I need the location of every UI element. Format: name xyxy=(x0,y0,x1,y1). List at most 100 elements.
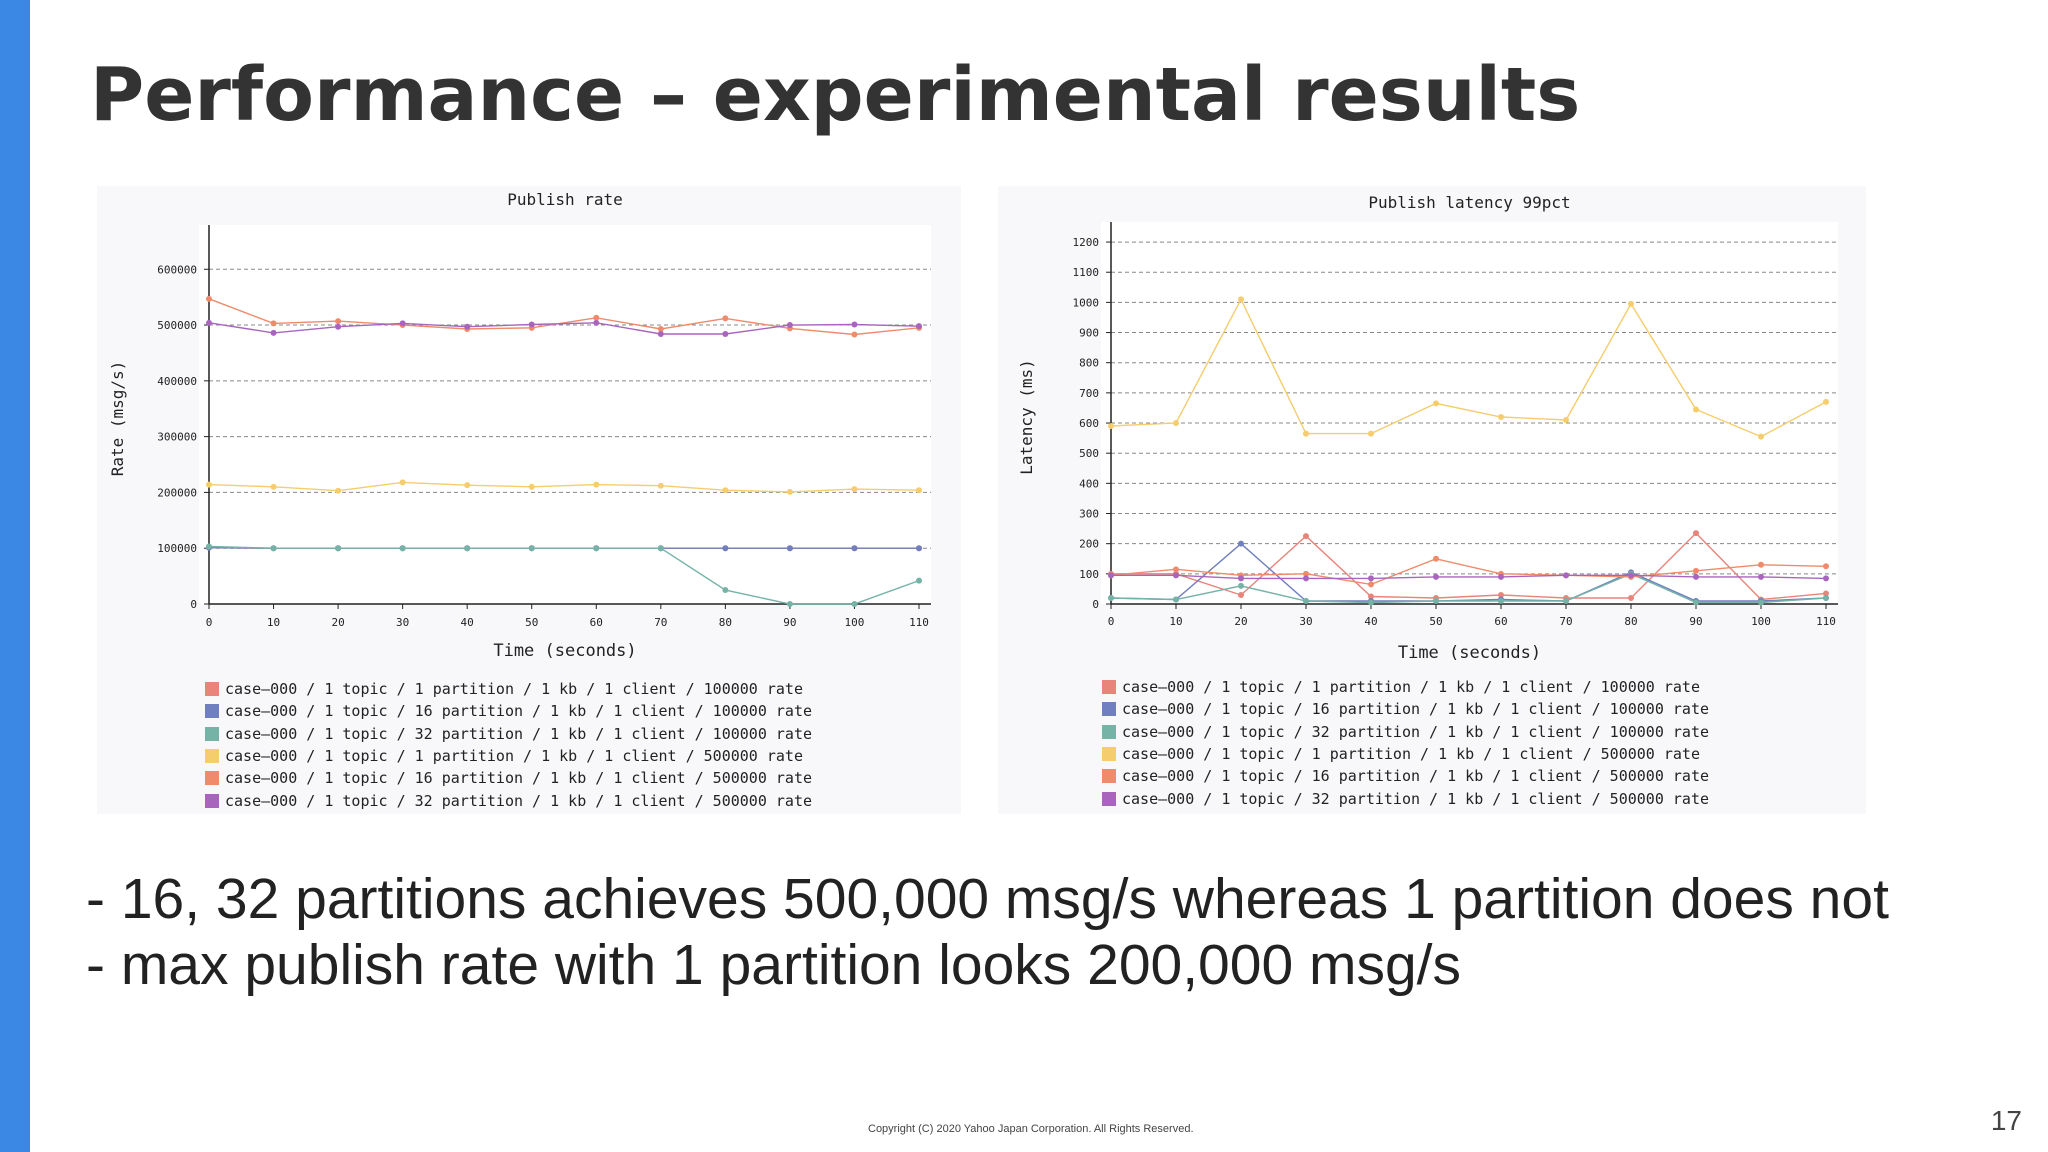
publish-rate-chart: Publish rate 0 100000 200000 300000 400000 500… xyxy=(97,186,961,814)
data-point xyxy=(1628,300,1634,307)
data-point xyxy=(335,323,342,330)
data-point xyxy=(593,481,600,488)
data-point xyxy=(1173,420,1179,427)
x-tick-label: 40 xyxy=(461,616,474,629)
data-point xyxy=(786,545,793,552)
legend-label: case–000 / 1 topic / 1 partition / 1 kb … xyxy=(225,747,803,766)
data-point xyxy=(1173,572,1179,579)
x-tick-label: 90 xyxy=(783,616,796,629)
legend-swatch xyxy=(205,749,219,764)
legend-swatch xyxy=(1102,791,1116,806)
data-point xyxy=(206,319,212,326)
data-point xyxy=(464,545,471,552)
series-line xyxy=(208,545,920,605)
y-tick-label: 500000 xyxy=(157,319,197,332)
data-point xyxy=(464,482,471,489)
data-point xyxy=(335,545,342,552)
y-axis-label: Rate (msg/s) xyxy=(108,361,127,477)
plot-area xyxy=(199,225,931,604)
y-tick-label: 600 xyxy=(1079,417,1099,430)
data-point xyxy=(1433,400,1439,407)
data-point xyxy=(1173,596,1179,603)
y-tick-label: 1100 xyxy=(1073,266,1100,279)
data-point xyxy=(786,601,793,607)
x-tick-label: 60 xyxy=(590,616,603,629)
bullet-point: - 16, 32 partitions achieves 500,000 msg… xyxy=(86,867,1889,931)
data-point xyxy=(657,325,664,332)
series-line xyxy=(1110,542,1827,602)
data-point xyxy=(1368,575,1374,582)
legend-label: case–000 / 1 topic / 16 partition / 1 kb… xyxy=(1122,767,1709,786)
x-tick-label: 20 xyxy=(331,616,344,629)
data-point xyxy=(851,486,858,493)
y-tick-label: 300000 xyxy=(157,431,197,444)
data-point xyxy=(593,314,600,321)
data-point xyxy=(528,321,535,328)
data-point xyxy=(1238,540,1244,547)
data-point xyxy=(1498,573,1504,580)
data-point xyxy=(1368,599,1374,606)
legend-label: case–000 / 1 topic / 1 partition / 1 kb … xyxy=(225,680,803,699)
data-point xyxy=(1433,597,1439,604)
data-point xyxy=(1823,575,1829,582)
legend-item: case–000 / 1 topic / 16 partition / 1 kb… xyxy=(1102,765,1709,787)
x-tick-label: 30 xyxy=(1299,615,1312,628)
legend-swatch xyxy=(1102,747,1116,762)
legend-label: case–000 / 1 topic / 32 partition / 1 kb… xyxy=(1122,722,1709,741)
data-point xyxy=(657,330,664,337)
data-point xyxy=(916,323,922,330)
x-tick-label: 90 xyxy=(1689,615,1702,628)
plot-area xyxy=(1101,222,1838,604)
x-tick-label: 70 xyxy=(654,616,667,629)
y-tick-label: 400 xyxy=(1079,477,1099,490)
data-point xyxy=(206,481,212,488)
y-tick-label: 700 xyxy=(1079,387,1099,400)
x-tick-label: 70 xyxy=(1559,615,1572,628)
x-tick-label: 110 xyxy=(909,616,929,629)
data-point xyxy=(399,479,406,486)
x-tick-label: 30 xyxy=(396,616,409,629)
legend-label: case–000 / 1 topic / 16 partition / 1 kb… xyxy=(225,769,812,788)
legend-swatch xyxy=(1102,680,1116,695)
y-tick-label: 200 xyxy=(1079,538,1099,551)
y-axis-label: Latency (ms) xyxy=(1017,359,1036,475)
data-point xyxy=(657,545,664,552)
y-tick-label: 300 xyxy=(1079,508,1099,521)
data-point xyxy=(1108,572,1114,579)
data-point xyxy=(270,483,277,490)
legend-label: case–000 / 1 topic / 16 partition / 1 kb… xyxy=(225,702,812,721)
series-line xyxy=(208,481,920,493)
chart-title: Publish latency 99pct xyxy=(1368,193,1570,212)
data-point xyxy=(206,543,212,550)
y-tick-label: 0 xyxy=(190,598,197,611)
data-point xyxy=(1498,597,1504,604)
x-tick-label: 100 xyxy=(1751,615,1771,628)
data-point xyxy=(1823,594,1829,601)
data-point xyxy=(399,545,406,552)
data-point xyxy=(1823,398,1829,405)
data-point xyxy=(1433,555,1439,562)
x-tick-label: 10 xyxy=(267,616,280,629)
data-point xyxy=(335,318,342,325)
x-axis-label: Time (seconds) xyxy=(1398,643,1541,663)
data-point xyxy=(722,315,729,322)
data-point xyxy=(1303,570,1309,577)
x-tick-label: 20 xyxy=(1234,615,1247,628)
legend-label: case–000 / 1 topic / 32 partition / 1 kb… xyxy=(225,724,812,743)
y-tick-label: 1000 xyxy=(1073,296,1100,309)
legend-item: case–000 / 1 topic / 1 partition / 1 kb … xyxy=(205,745,812,767)
legend-item: case–000 / 1 topic / 32 partition / 1 kb… xyxy=(205,723,812,745)
data-point xyxy=(1563,572,1569,579)
publish-latency-legend: case–000 / 1 topic / 1 partition / 1 kb … xyxy=(1102,676,1709,810)
data-point xyxy=(1303,430,1309,437)
data-point xyxy=(851,601,858,607)
data-point xyxy=(722,487,729,494)
data-point xyxy=(657,482,664,489)
y-tick-label: 200000 xyxy=(157,486,197,499)
x-tick-label: 50 xyxy=(1429,615,1442,628)
data-point xyxy=(1303,533,1309,540)
legend-label: case–000 / 1 topic / 1 partition / 1 kb … xyxy=(1122,678,1700,697)
x-tick-label: 80 xyxy=(719,616,732,629)
data-point xyxy=(722,587,729,594)
x-tick-label: 110 xyxy=(1816,615,1836,628)
